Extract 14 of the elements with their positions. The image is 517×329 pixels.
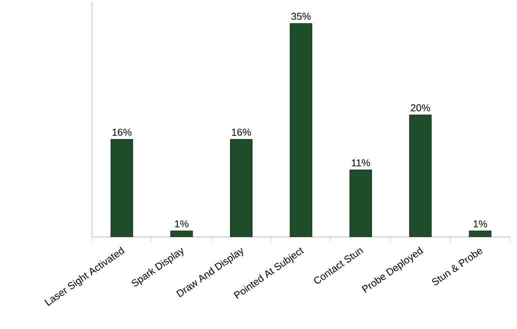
bar: [350, 170, 372, 237]
bar: [230, 139, 252, 237]
data-label: 1%: [175, 220, 188, 228]
data-label: 11%: [352, 159, 370, 166]
bar: [170, 230, 193, 237]
bar: [409, 114, 432, 237]
data-label: 20%: [410, 104, 430, 112]
bar: [290, 23, 312, 237]
data-label: 16%: [232, 128, 251, 136]
data-label: 35%: [291, 12, 311, 20]
data-label: 16%: [112, 128, 132, 136]
bar: [468, 230, 492, 237]
data-label: 1%: [474, 220, 488, 228]
bar: [110, 139, 134, 237]
